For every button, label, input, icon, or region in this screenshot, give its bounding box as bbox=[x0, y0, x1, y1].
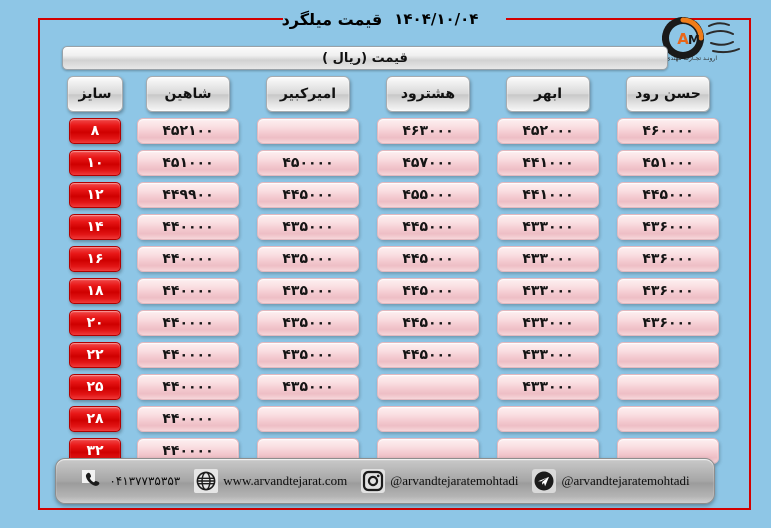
price-cell: ۴۳۳۰۰۰ bbox=[497, 214, 599, 240]
column-shahin: شاهین ۴۵۲۱۰۰ ۴۵۱۰۰۰ ۴۴۹۹۰۰ ۴۴۰۰۰۰ ۴۴۰۰۰۰ ۴۴۰۰۰… bbox=[128, 76, 248, 470]
price-cell: ۴۳۳۰۰۰ bbox=[497, 342, 599, 368]
column-header-size[interactable]: سایز bbox=[67, 76, 123, 112]
price-cell: ۴۶۳۰۰۰ bbox=[377, 118, 479, 144]
price-cell: ۴۴۵۰۰۰ bbox=[257, 182, 359, 208]
price-cell: ۴۴۹۹۰۰ bbox=[137, 182, 239, 208]
price-cell: ۴۳۳۰۰۰ bbox=[497, 246, 599, 272]
price-cell: ۴۴۰۰۰۰ bbox=[137, 342, 239, 368]
svg-text:ارونـد تجـارت مهتدی: ارونـد تجـارت مهتدی bbox=[666, 55, 717, 62]
title-date: ۱۴۰۴/۱۰/۰۴ bbox=[394, 10, 479, 28]
size-cell: ۱۲ bbox=[69, 182, 121, 208]
title-label: قیمت میلگرد bbox=[281, 9, 383, 29]
page-title: ۱۴۰۴/۱۰/۰۴ قیمت میلگرد bbox=[255, 5, 505, 33]
size-cell: ۱۶ bbox=[69, 246, 121, 272]
size-cell: ۲۸ bbox=[69, 406, 121, 432]
price-cell: ۴۳۵۰۰۰ bbox=[257, 246, 359, 272]
price-cell: ۴۳۵۰۰۰ bbox=[257, 278, 359, 304]
price-cell: ۴۴۵۰۰۰ bbox=[377, 214, 479, 240]
column-header-abhar[interactable]: ابهر bbox=[506, 76, 590, 112]
price-cell-empty bbox=[377, 406, 479, 432]
column-size: سایز ۸ ۱۰ ۱۲ ۱۴ ۱۶ ۱۸ ۲۰ ۲۲ ۲۵ ۲۸ ۳۲ bbox=[62, 76, 128, 470]
price-cell: ۴۵۱۰۰۰ bbox=[137, 150, 239, 176]
column-header-hashtrood[interactable]: هشترود bbox=[386, 76, 470, 112]
company-logo: A M ارونـد تجـارت مهتدی bbox=[655, 10, 763, 66]
price-cell: ۴۴۵۰۰۰ bbox=[617, 182, 719, 208]
price-cell: ۴۴۵۰۰۰ bbox=[377, 278, 479, 304]
telegram-icon bbox=[532, 469, 557, 493]
footer-item-globe[interactable]: www.arvandtejarat.com bbox=[194, 469, 347, 493]
price-cell: ۴۳۵۰۰۰ bbox=[257, 342, 359, 368]
price-cell-empty bbox=[617, 342, 719, 368]
price-cell: ۴۵۷۰۰۰ bbox=[377, 150, 479, 176]
svg-text:M: M bbox=[688, 33, 700, 47]
price-cell: ۴۳۵۰۰۰ bbox=[257, 214, 359, 240]
price-cell: ۴۴۱۰۰۰ bbox=[497, 150, 599, 176]
footer-text: ۰۴۱۳۷۷۳۵۳۵۳ bbox=[109, 474, 181, 488]
column-abhar: ابهر ۴۵۲۰۰۰ ۴۴۱۰۰۰ ۴۴۱۰۰۰ ۴۳۳۰۰۰ ۴۳۳۰۰۰ ۴۳۳۰۰۰… bbox=[488, 76, 608, 470]
price-cell: ۴۵۰۰۰۰ bbox=[257, 150, 359, 176]
price-cell: ۴۳۳۰۰۰ bbox=[497, 278, 599, 304]
price-cell-empty bbox=[617, 374, 719, 400]
price-cell-empty bbox=[377, 374, 479, 400]
footer-text: @arvandtejaratemohtadi bbox=[390, 473, 519, 488]
price-cell: ۴۳۶۰۰۰ bbox=[617, 214, 719, 240]
gear-logo-icon: A M ارونـد تجـارت مهتدی bbox=[662, 17, 740, 62]
price-cell: ۴۵۲۰۰۰ bbox=[497, 118, 599, 144]
price-cell: ۴۳۳۰۰۰ bbox=[497, 374, 599, 400]
price-cell: ۴۴۱۰۰۰ bbox=[497, 182, 599, 208]
price-cell: ۴۴۰۰۰۰ bbox=[137, 214, 239, 240]
footer-item-instagram[interactable]: @arvandtejaratemohtadi bbox=[361, 469, 518, 493]
price-cell: ۴۶۰۰۰۰ bbox=[617, 118, 719, 144]
column-header-shahin[interactable]: شاهین bbox=[146, 76, 230, 112]
price-table: سایز ۸ ۱۰ ۱۲ ۱۴ ۱۶ ۱۸ ۲۰ ۲۲ ۲۵ ۲۸ ۳۲ شاهین ۴۵۲۱۰۰ ۴۵۱۰… bbox=[62, 76, 765, 470]
size-cell: ۲۵ bbox=[69, 374, 121, 400]
price-cell-empty bbox=[617, 406, 719, 432]
price-cell: ۴۳۳۰۰۰ bbox=[497, 310, 599, 336]
contact-footer: @arvandtejaratemohtadi @arvandtejaratemoh… bbox=[55, 458, 715, 504]
column-amirkabir: امیرکبیر ۴۵۰۰۰۰ ۴۴۵۰۰۰ ۴۳۵۰۰۰ ۴۳۵۰۰۰ ۴۳۵۰۰۰ ۴۳… bbox=[248, 76, 368, 470]
footer-item-telegram[interactable]: @arvandtejaratemohtadi bbox=[532, 469, 690, 493]
column-header-amirkabir[interactable]: امیرکبیر bbox=[266, 76, 350, 112]
footer-item-phone[interactable]: ۰۴۱۳۷۷۳۵۳۵۳ bbox=[80, 469, 180, 493]
globe-icon bbox=[194, 469, 219, 493]
price-cell-empty bbox=[257, 118, 359, 144]
price-cell-empty bbox=[497, 406, 599, 432]
phone-icon bbox=[80, 469, 104, 493]
price-cell-empty bbox=[257, 406, 359, 432]
price-cell: ۴۴۵۰۰۰ bbox=[377, 342, 479, 368]
column-hashtrood: هشترود ۴۶۳۰۰۰ ۴۵۷۰۰۰ ۴۵۵۰۰۰ ۴۴۵۰۰۰ ۴۴۵۰۰۰ ۴۴۵۰… bbox=[368, 76, 488, 470]
price-cell: ۴۵۱۰۰۰ bbox=[617, 150, 719, 176]
price-cell: ۴۵۲۱۰۰ bbox=[137, 118, 239, 144]
size-cell: ۱۸ bbox=[69, 278, 121, 304]
price-cell: ۴۴۵۰۰۰ bbox=[377, 310, 479, 336]
price-cell: ۴۴۰۰۰۰ bbox=[137, 374, 239, 400]
price-cell: ۴۴۰۰۰۰ bbox=[137, 310, 239, 336]
column-hasanrood: حسن رود ۴۶۰۰۰۰ ۴۵۱۰۰۰ ۴۴۵۰۰۰ ۴۳۶۰۰۰ ۴۳۶۰۰۰ ۴۳۶… bbox=[608, 76, 728, 470]
price-cell: ۴۳۶۰۰۰ bbox=[617, 246, 719, 272]
price-cell: ۴۳۶۰۰۰ bbox=[617, 278, 719, 304]
column-header-hasanrood[interactable]: حسن رود bbox=[626, 76, 710, 112]
price-unit-bar: قیمت (ریال ) bbox=[62, 46, 668, 70]
price-cell: ۴۴۰۰۰۰ bbox=[137, 278, 239, 304]
footer-text: @arvandtejaratemohtadi bbox=[561, 473, 690, 488]
price-cell: ۴۳۶۰۰۰ bbox=[617, 310, 719, 336]
price-cell: ۴۵۵۰۰۰ bbox=[377, 182, 479, 208]
frame-top-right-segment bbox=[506, 18, 751, 20]
price-cell: ۴۴۵۰۰۰ bbox=[377, 246, 479, 272]
size-cell: ۲۲ bbox=[69, 342, 121, 368]
price-cell: ۴۴۰۰۰۰ bbox=[137, 246, 239, 272]
size-cell: ۸ bbox=[69, 118, 121, 144]
price-cell: ۴۳۵۰۰۰ bbox=[257, 374, 359, 400]
instagram-icon bbox=[361, 469, 386, 493]
size-cell: ۱۰ bbox=[69, 150, 121, 176]
footer-text: www.arvandtejarat.com bbox=[223, 473, 348, 488]
size-cell: ۱۴ bbox=[69, 214, 121, 240]
size-cell: ۲۰ bbox=[69, 310, 121, 336]
svg-text:A: A bbox=[677, 30, 689, 48]
price-cell: ۴۳۵۰۰۰ bbox=[257, 310, 359, 336]
price-cell: ۴۴۰۰۰۰ bbox=[137, 406, 239, 432]
frame-top-left-segment bbox=[38, 18, 283, 20]
